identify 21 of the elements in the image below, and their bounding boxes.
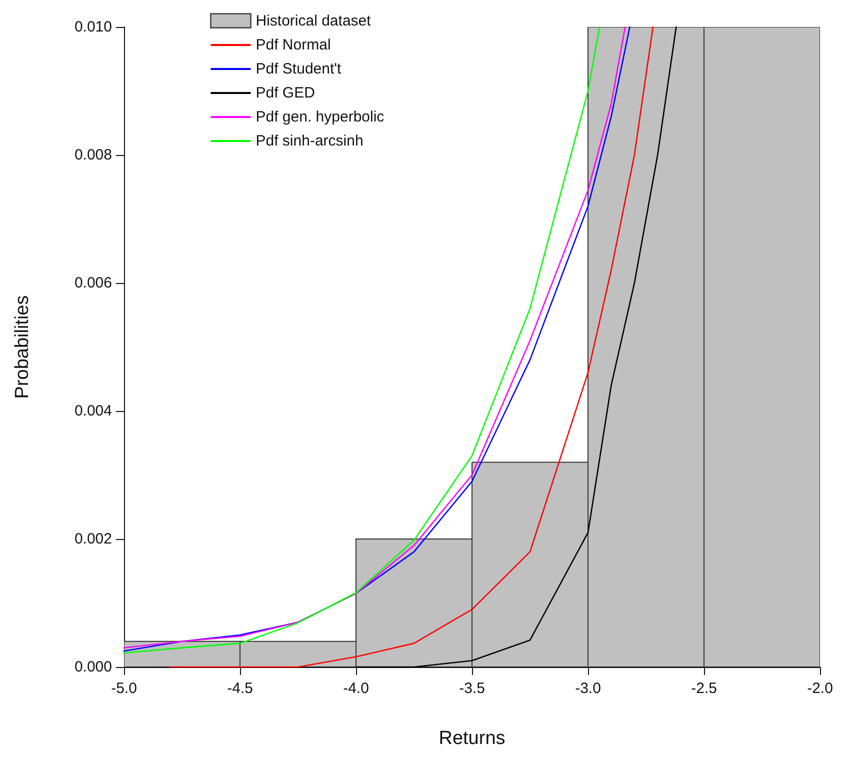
x-tick-label: -4.0 [343, 680, 369, 697]
y-tick-label: 0.006 [74, 274, 112, 292]
y-tick-label: 0.004 [74, 402, 112, 420]
legend-label: Pdf GED [256, 84, 316, 102]
legend-label: Pdf Normal [256, 36, 331, 54]
y-axis-title: Probabilities [12, 295, 33, 399]
y-tick-label: 0.010 [74, 18, 112, 36]
y-tick-label: 0.000 [74, 658, 112, 676]
x-tick-label: -2.0 [807, 680, 833, 697]
y-tick-label: 0.002 [74, 530, 112, 548]
x-tick-label: -5.0 [111, 680, 137, 697]
legend-label: Pdf sinh-arcsinh [256, 132, 364, 150]
y-tick-label: 0.008 [74, 146, 112, 164]
x-tick-label: -2.5 [691, 680, 717, 697]
x-tick-label: -3.0 [575, 680, 601, 697]
legend-label: Historical dataset [256, 12, 372, 30]
legend-label: Pdf gen. hyperbolic [256, 108, 385, 126]
legend-label: Pdf Student't [256, 60, 342, 78]
x-tick-label: -3.5 [459, 680, 485, 697]
x-axis-title: Returns [438, 728, 506, 749]
x-tick-label: -4.5 [227, 680, 253, 697]
